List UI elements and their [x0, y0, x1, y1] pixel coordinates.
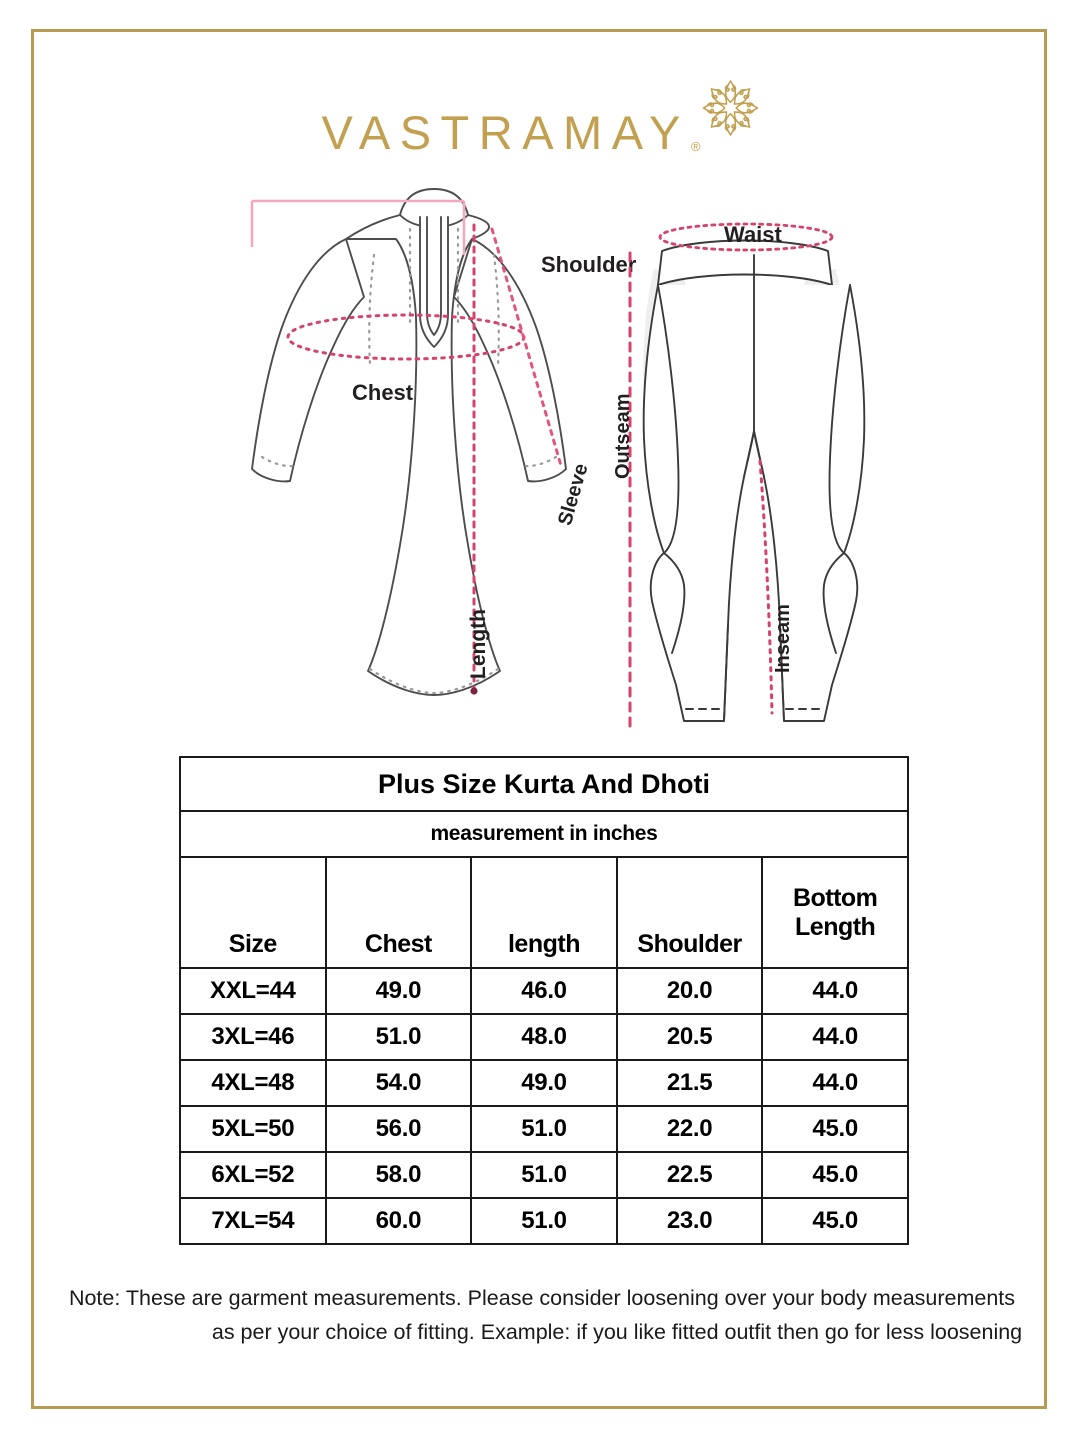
- gold-border-frame: VASTRAMAY ®: [31, 29, 1047, 1409]
- size-chart-table: Plus Size Kurta And Dhoti measurement in…: [179, 756, 909, 1245]
- cell-length: 51.0: [470, 1151, 618, 1199]
- cell-shoulder: 20.0: [615, 967, 764, 1015]
- column-header-bottom-length: Bottom Length: [761, 856, 909, 969]
- waist-measure-ellipse: [658, 222, 834, 252]
- brand-header: VASTRAMAY ®: [34, 60, 1050, 170]
- dhoti-inseam-label: Inseam: [772, 604, 794, 673]
- note-line-2: as per your choice of fitting. Example: …: [211, 1319, 1023, 1344]
- stitching-detail: [260, 227, 558, 695]
- kurta-chest-label: Chest: [352, 380, 414, 405]
- floral-star-ornament-icon: [702, 79, 759, 137]
- table-row: 4XL=48 54.0 49.0 21.5 44.0: [179, 1059, 909, 1107]
- measurement-note: Note: These are garment measurements. Pl…: [34, 1282, 1050, 1350]
- cell-bottom-length: 44.0: [761, 1059, 909, 1107]
- dhoti-outseam-label: Outseam: [612, 393, 634, 479]
- cell-length: 46.0: [470, 967, 618, 1015]
- cell-size: 4XL=48: [179, 1059, 327, 1107]
- column-header-bottom-line1: Bottom: [792, 883, 878, 912]
- cell-size: 5XL=50: [179, 1105, 327, 1153]
- cell-bottom-length: 45.0: [761, 1197, 909, 1245]
- cell-chest: 54.0: [324, 1059, 473, 1107]
- table-title-row: Plus Size Kurta And Dhoti: [179, 756, 909, 812]
- shoulder-measure-bracket: [250, 199, 466, 255]
- garment-illustrations: Shoulder Chest Sleeve Length: [34, 177, 1050, 747]
- brand-name: VASTRAMAY: [321, 106, 690, 159]
- cell-length: 48.0: [470, 1013, 618, 1061]
- inseam-measure-line: [758, 459, 774, 715]
- column-header-bottom-line2: Length: [795, 913, 876, 941]
- cell-shoulder: 22.5: [615, 1151, 764, 1199]
- table-row: 3XL=46 51.0 48.0 20.5 44.0: [179, 1013, 909, 1061]
- cell-chest: 58.0: [324, 1151, 473, 1199]
- table-subtitle-row: measurement in inches: [179, 810, 909, 858]
- table-row: 6XL=52 58.0 51.0 22.5 45.0: [179, 1151, 909, 1199]
- cell-size: 6XL=52: [179, 1151, 327, 1199]
- dhoti-illustration: [628, 222, 866, 731]
- cell-shoulder: 23.0: [615, 1197, 764, 1245]
- dhoti-waist-label: Waist: [724, 222, 782, 247]
- table-title: Plus Size Kurta And Dhoti: [179, 756, 909, 812]
- cell-length: 51.0: [470, 1197, 618, 1245]
- column-header-size: Size: [179, 856, 327, 969]
- cell-chest: 60.0: [324, 1197, 473, 1245]
- cell-bottom-length: 44.0: [761, 1013, 909, 1061]
- table-header-row: Size Chest length Shoulder Bottom Length: [179, 856, 909, 969]
- cell-shoulder: 20.5: [615, 1013, 764, 1061]
- cell-shoulder: 22.0: [615, 1105, 764, 1153]
- column-header-length: length: [470, 856, 618, 969]
- table-row: 5XL=50 56.0 51.0 22.0 45.0: [179, 1105, 909, 1153]
- size-chart-table-container: Plus Size Kurta And Dhoti measurement in…: [179, 756, 909, 1245]
- cell-length: 51.0: [470, 1105, 618, 1153]
- note-line-1: Note: These are garment measurements. Pl…: [68, 1286, 1016, 1310]
- table-row: 7XL=54 60.0 51.0 23.0 45.0: [179, 1197, 909, 1245]
- cell-size: XXL=44: [179, 967, 327, 1015]
- cell-chest: 49.0: [324, 967, 473, 1015]
- table-row: XXL=44 49.0 46.0 20.0 44.0: [179, 967, 909, 1015]
- cell-bottom-length: 45.0: [761, 1151, 909, 1199]
- length-measure-line: [470, 223, 478, 695]
- cell-bottom-length: 44.0: [761, 967, 909, 1015]
- column-header-shoulder: Shoulder: [615, 856, 764, 969]
- cell-size: 7XL=54: [179, 1197, 327, 1245]
- registered-trademark-symbol: ®: [690, 139, 701, 154]
- cell-chest: 51.0: [324, 1013, 473, 1061]
- table-subtitle: measurement in inches: [179, 810, 909, 858]
- sleeve-measure-line: [490, 227, 564, 471]
- kurta-illustration: [250, 188, 567, 696]
- cell-shoulder: 21.5: [615, 1059, 764, 1107]
- column-header-chest: Chest: [324, 856, 473, 969]
- kurta-length-label: Length: [467, 609, 490, 679]
- cell-length: 49.0: [470, 1059, 618, 1107]
- cell-bottom-length: 45.0: [761, 1105, 909, 1153]
- cell-chest: 56.0: [324, 1105, 473, 1153]
- cell-size: 3XL=46: [179, 1013, 327, 1061]
- kurta-shoulder-label: Shoulder: [541, 252, 637, 277]
